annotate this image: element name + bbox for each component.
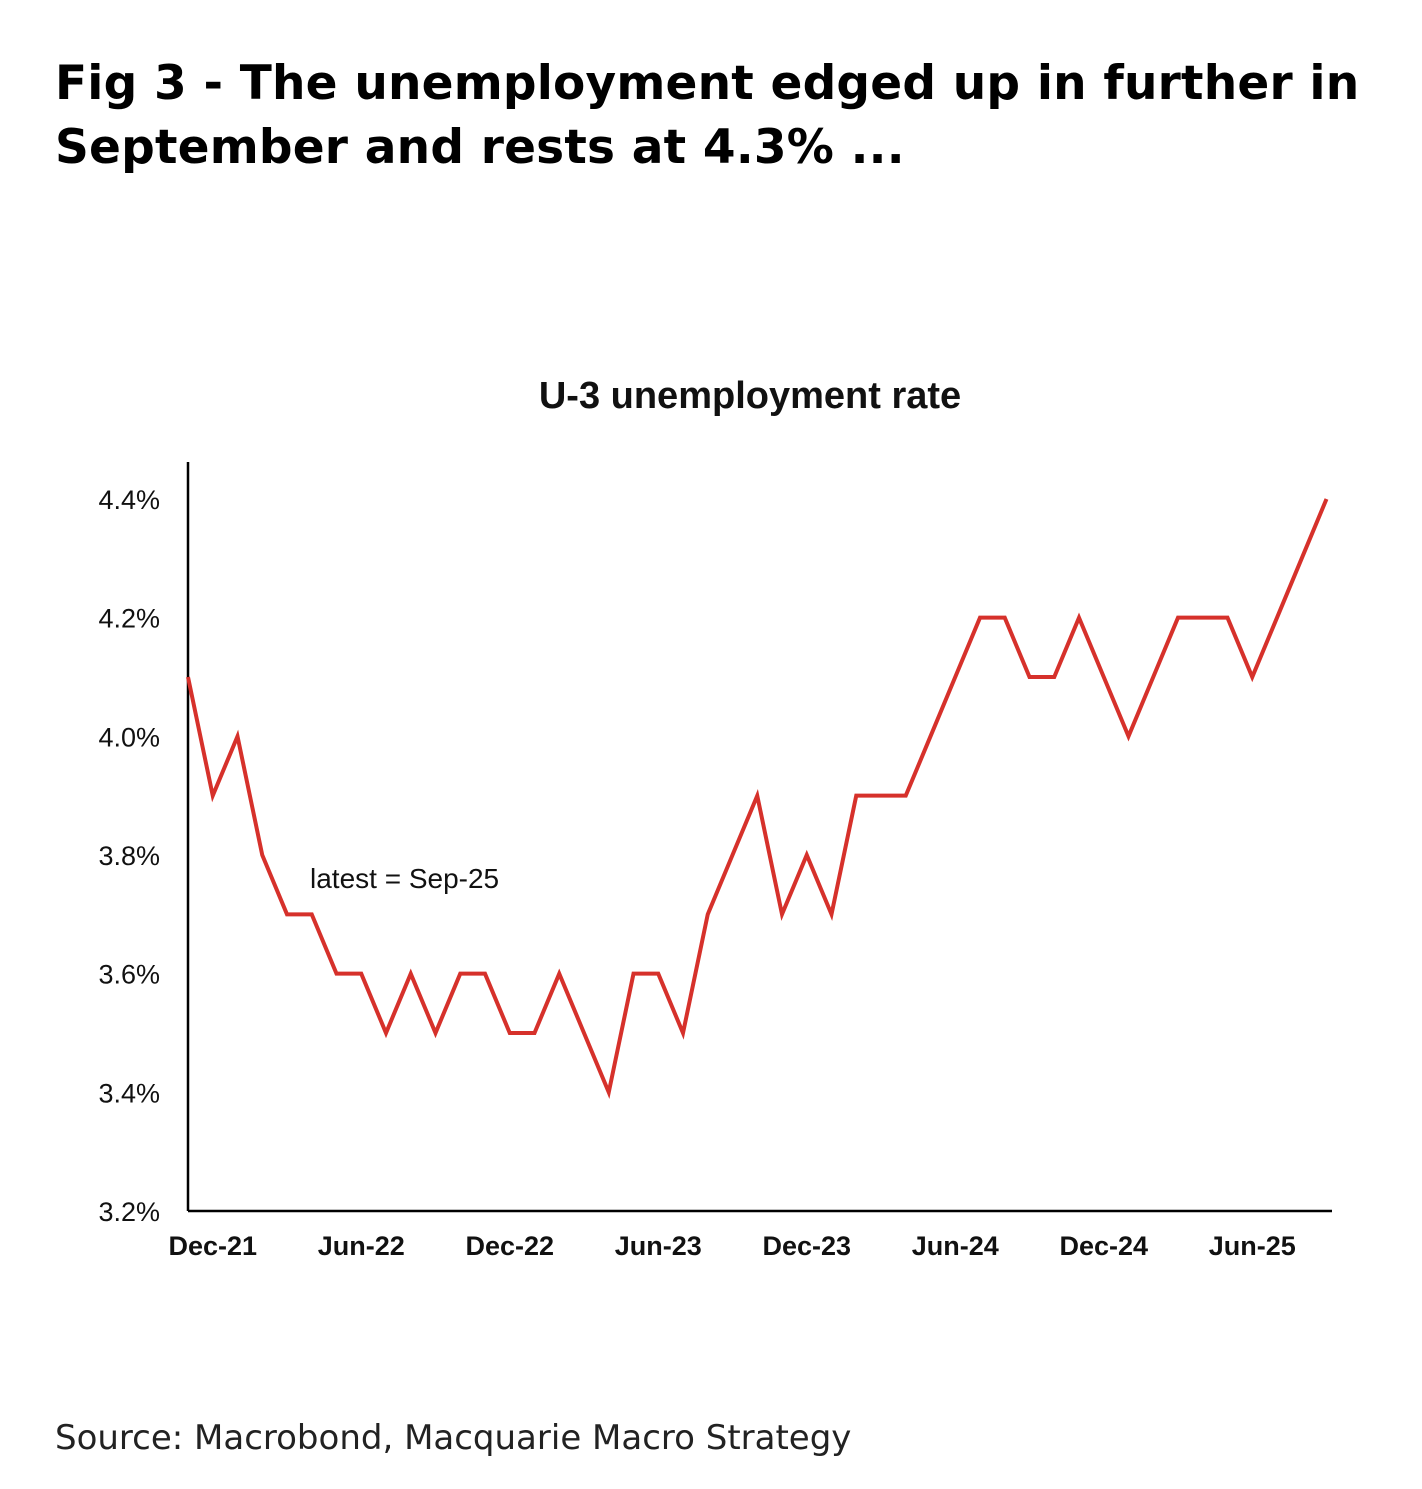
x-tick-label: Dec-22 xyxy=(465,1231,554,1261)
y-tick-label: 3.2% xyxy=(98,1197,160,1227)
source-note: Source: Macrobond, Macquarie Macro Strat… xyxy=(55,1418,852,1458)
y-axis-ticks: 3.2% 3.4% 3.6% 3.8% 4.0% 4.2% 4.4% xyxy=(98,485,160,1227)
latest-annotation: latest = Sep-25 xyxy=(310,863,499,894)
x-axis-ticks: Dec-21 Jun-22 Dec-22 Jun-23 Dec-23 Jun-24 Dec-… xyxy=(168,1231,1295,1261)
y-tick-label: 3.6% xyxy=(98,960,160,990)
figure-title: Fig 3 - The unemployment edged up in fur… xyxy=(55,56,1360,175)
x-tick-label: Jun-24 xyxy=(912,1231,999,1261)
y-tick-label: 3.4% xyxy=(98,1078,160,1108)
x-tick-label: Jun-25 xyxy=(1209,1231,1296,1261)
x-tick-label: Jun-22 xyxy=(318,1231,405,1261)
series-line-0 xyxy=(186,498,1329,1100)
series-group xyxy=(186,498,1329,1100)
x-tick-label: Dec-24 xyxy=(1059,1231,1148,1261)
y-tick-label: 3.8% xyxy=(98,841,160,871)
y-tick-label: 4.4% xyxy=(98,485,160,515)
x-tick-label: Dec-21 xyxy=(168,1231,257,1261)
y-tick-label: 4.2% xyxy=(98,604,160,634)
x-tick-label: Dec-23 xyxy=(762,1231,851,1261)
y-tick-label: 4.0% xyxy=(98,722,160,752)
chart-title: U-3 unemployment rate xyxy=(539,375,961,417)
x-tick-label: Jun-23 xyxy=(615,1231,702,1261)
